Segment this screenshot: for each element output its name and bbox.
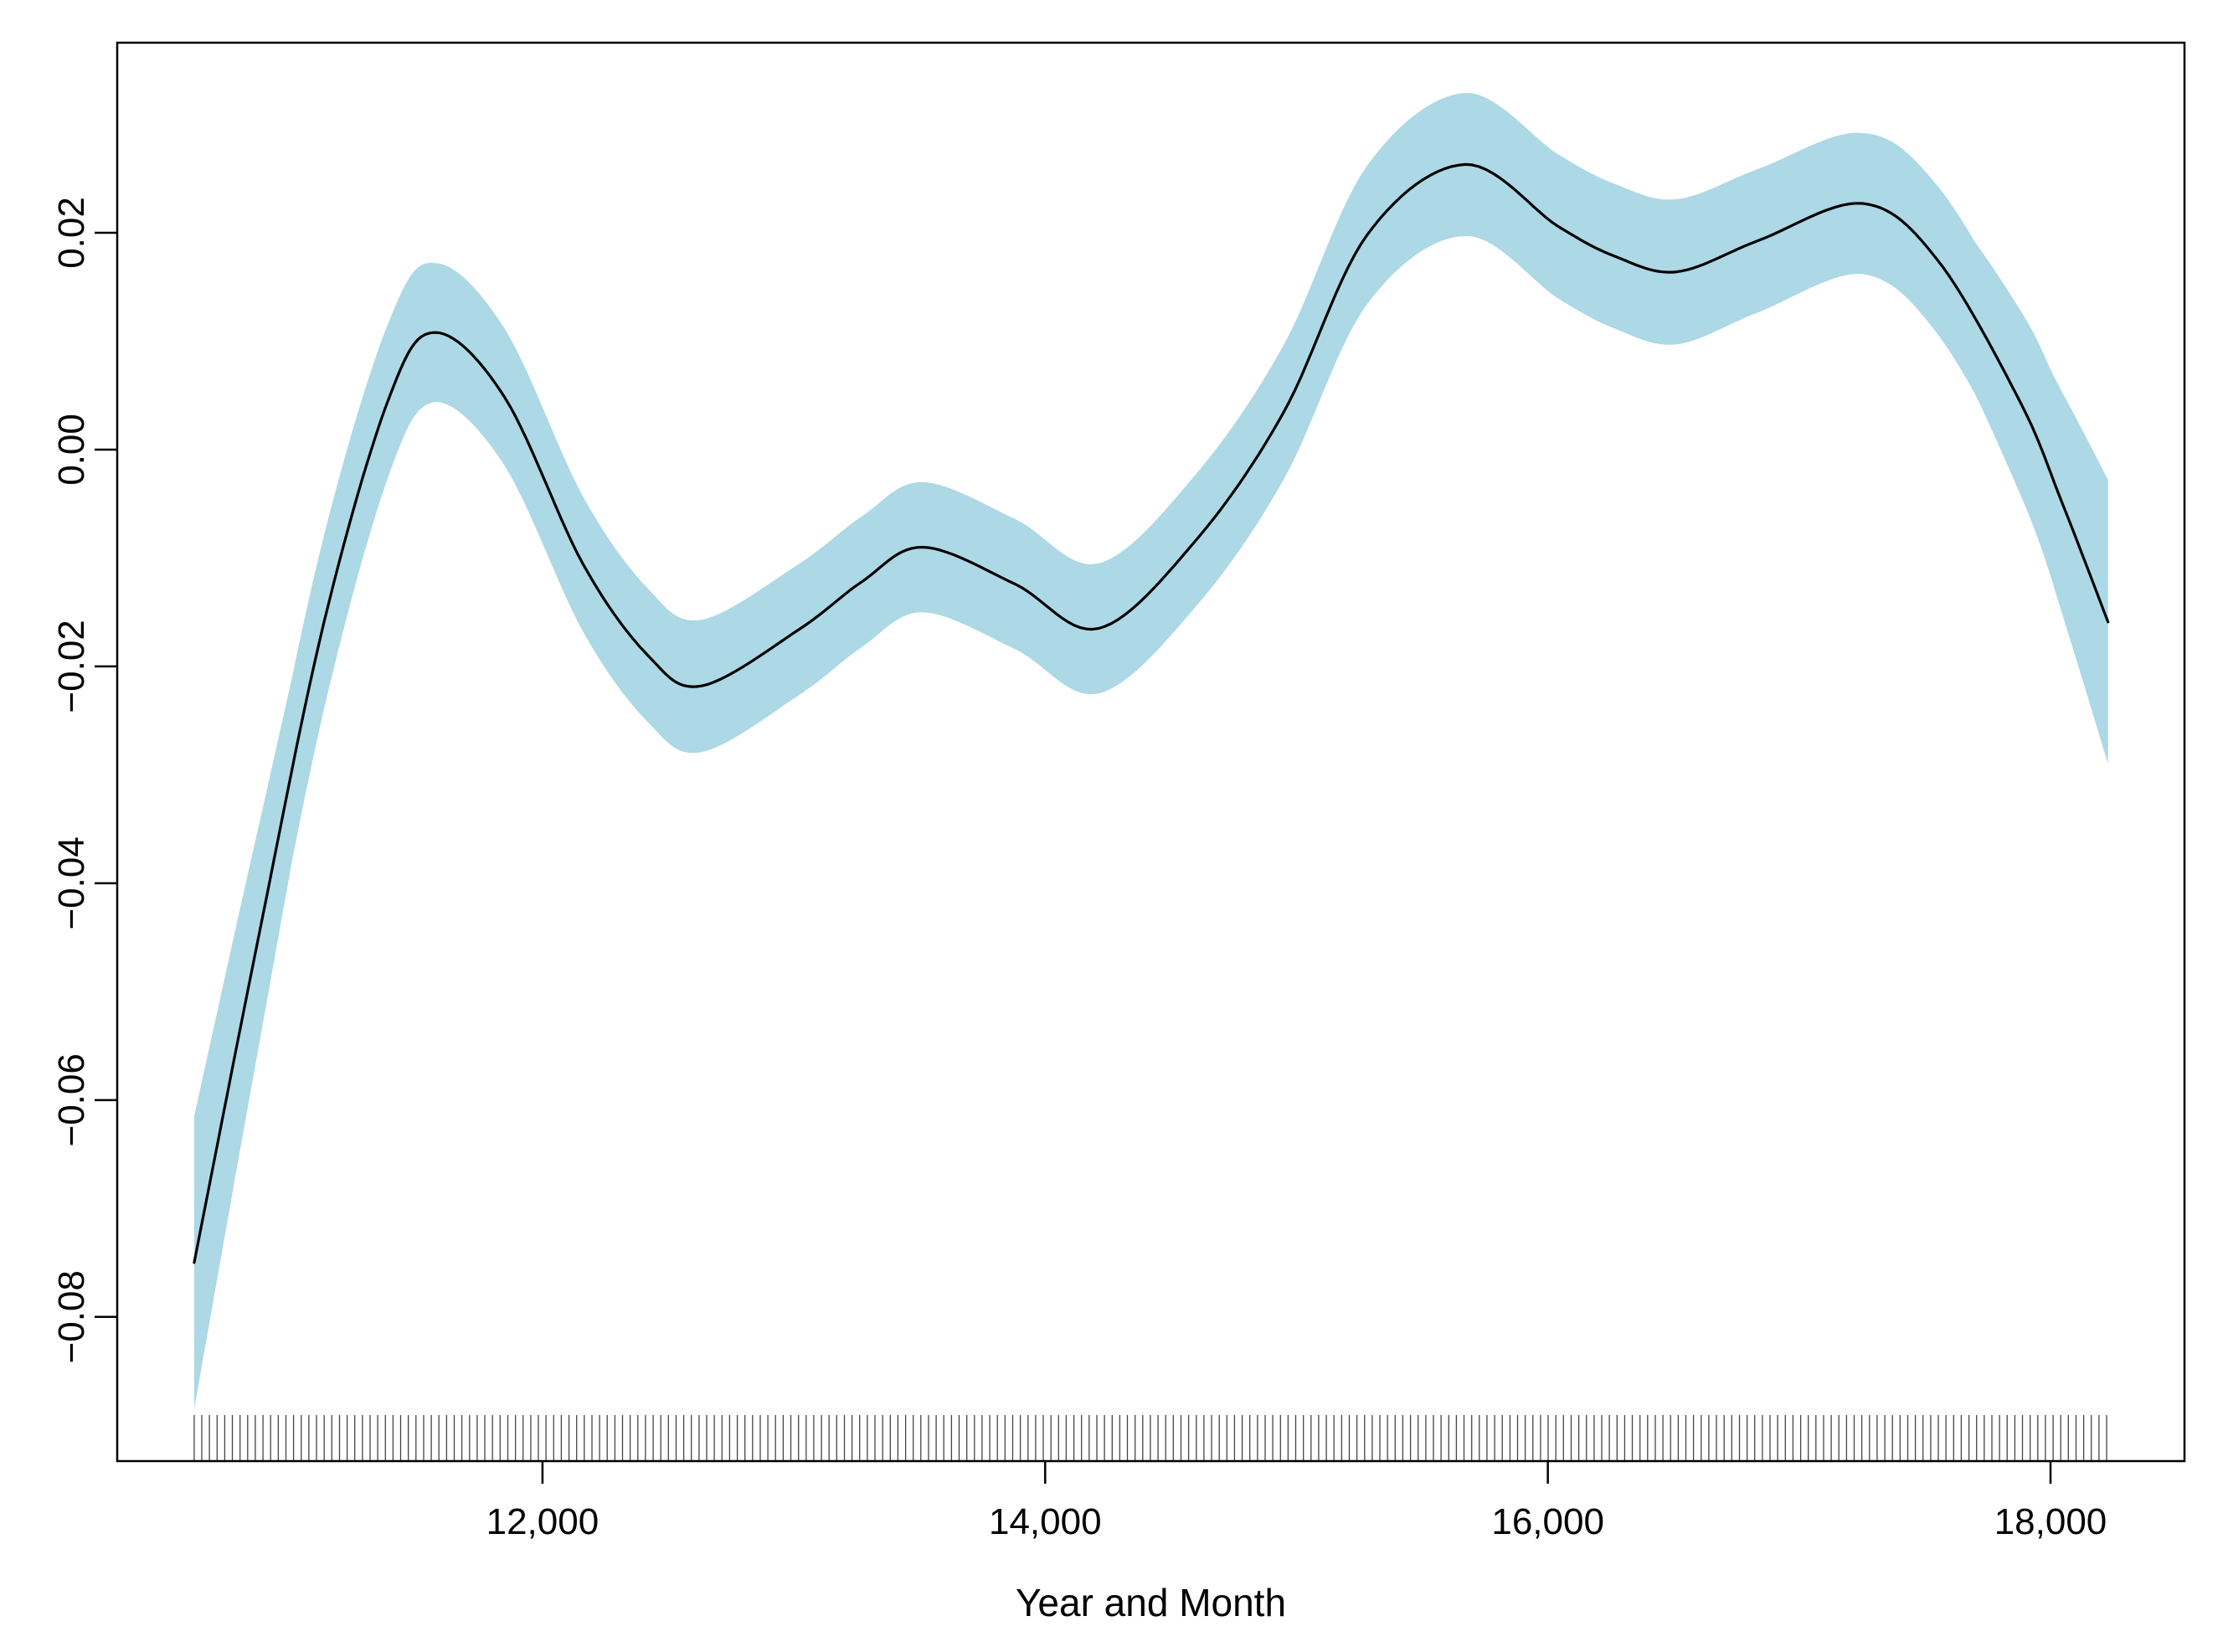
x-axis-title: Year and Month	[1016, 1581, 1286, 1624]
confidence-band-layer	[193, 92, 2108, 1409]
y-axis-tick-label: 0.02	[51, 197, 92, 269]
y-axis-layer: 0.02 0.00 −0.02 −0.04 −0.06 −0.08	[51, 197, 117, 1363]
x-axis-tick-label: 16,000	[1491, 1501, 1604, 1542]
y-axis-tick-label: −0.06	[51, 1053, 92, 1146]
x-axis-tick-label: 12,000	[486, 1501, 599, 1542]
y-axis-tick-label: −0.08	[51, 1270, 92, 1363]
x-axis-layer: 12,000 14,000 16,000 18,000	[486, 1461, 2107, 1542]
x-axis-tick-label: 18,000	[1994, 1501, 2107, 1542]
y-axis-tick-label: −0.04	[51, 836, 92, 929]
plot-frame	[116, 41, 2186, 1463]
confidence-band	[193, 92, 2108, 1409]
smooth-curve	[193, 162, 2110, 1264]
x-axis-tick-label: 14,000	[989, 1501, 1102, 1542]
smooth-curve-layer	[193, 162, 2110, 1264]
y-axis-tick-label: 0.00	[51, 414, 92, 486]
rug-marks-layer	[193, 1415, 2107, 1461]
y-axis-tick-label: −0.02	[51, 620, 92, 713]
plot-frame-layer	[116, 41, 2186, 1463]
